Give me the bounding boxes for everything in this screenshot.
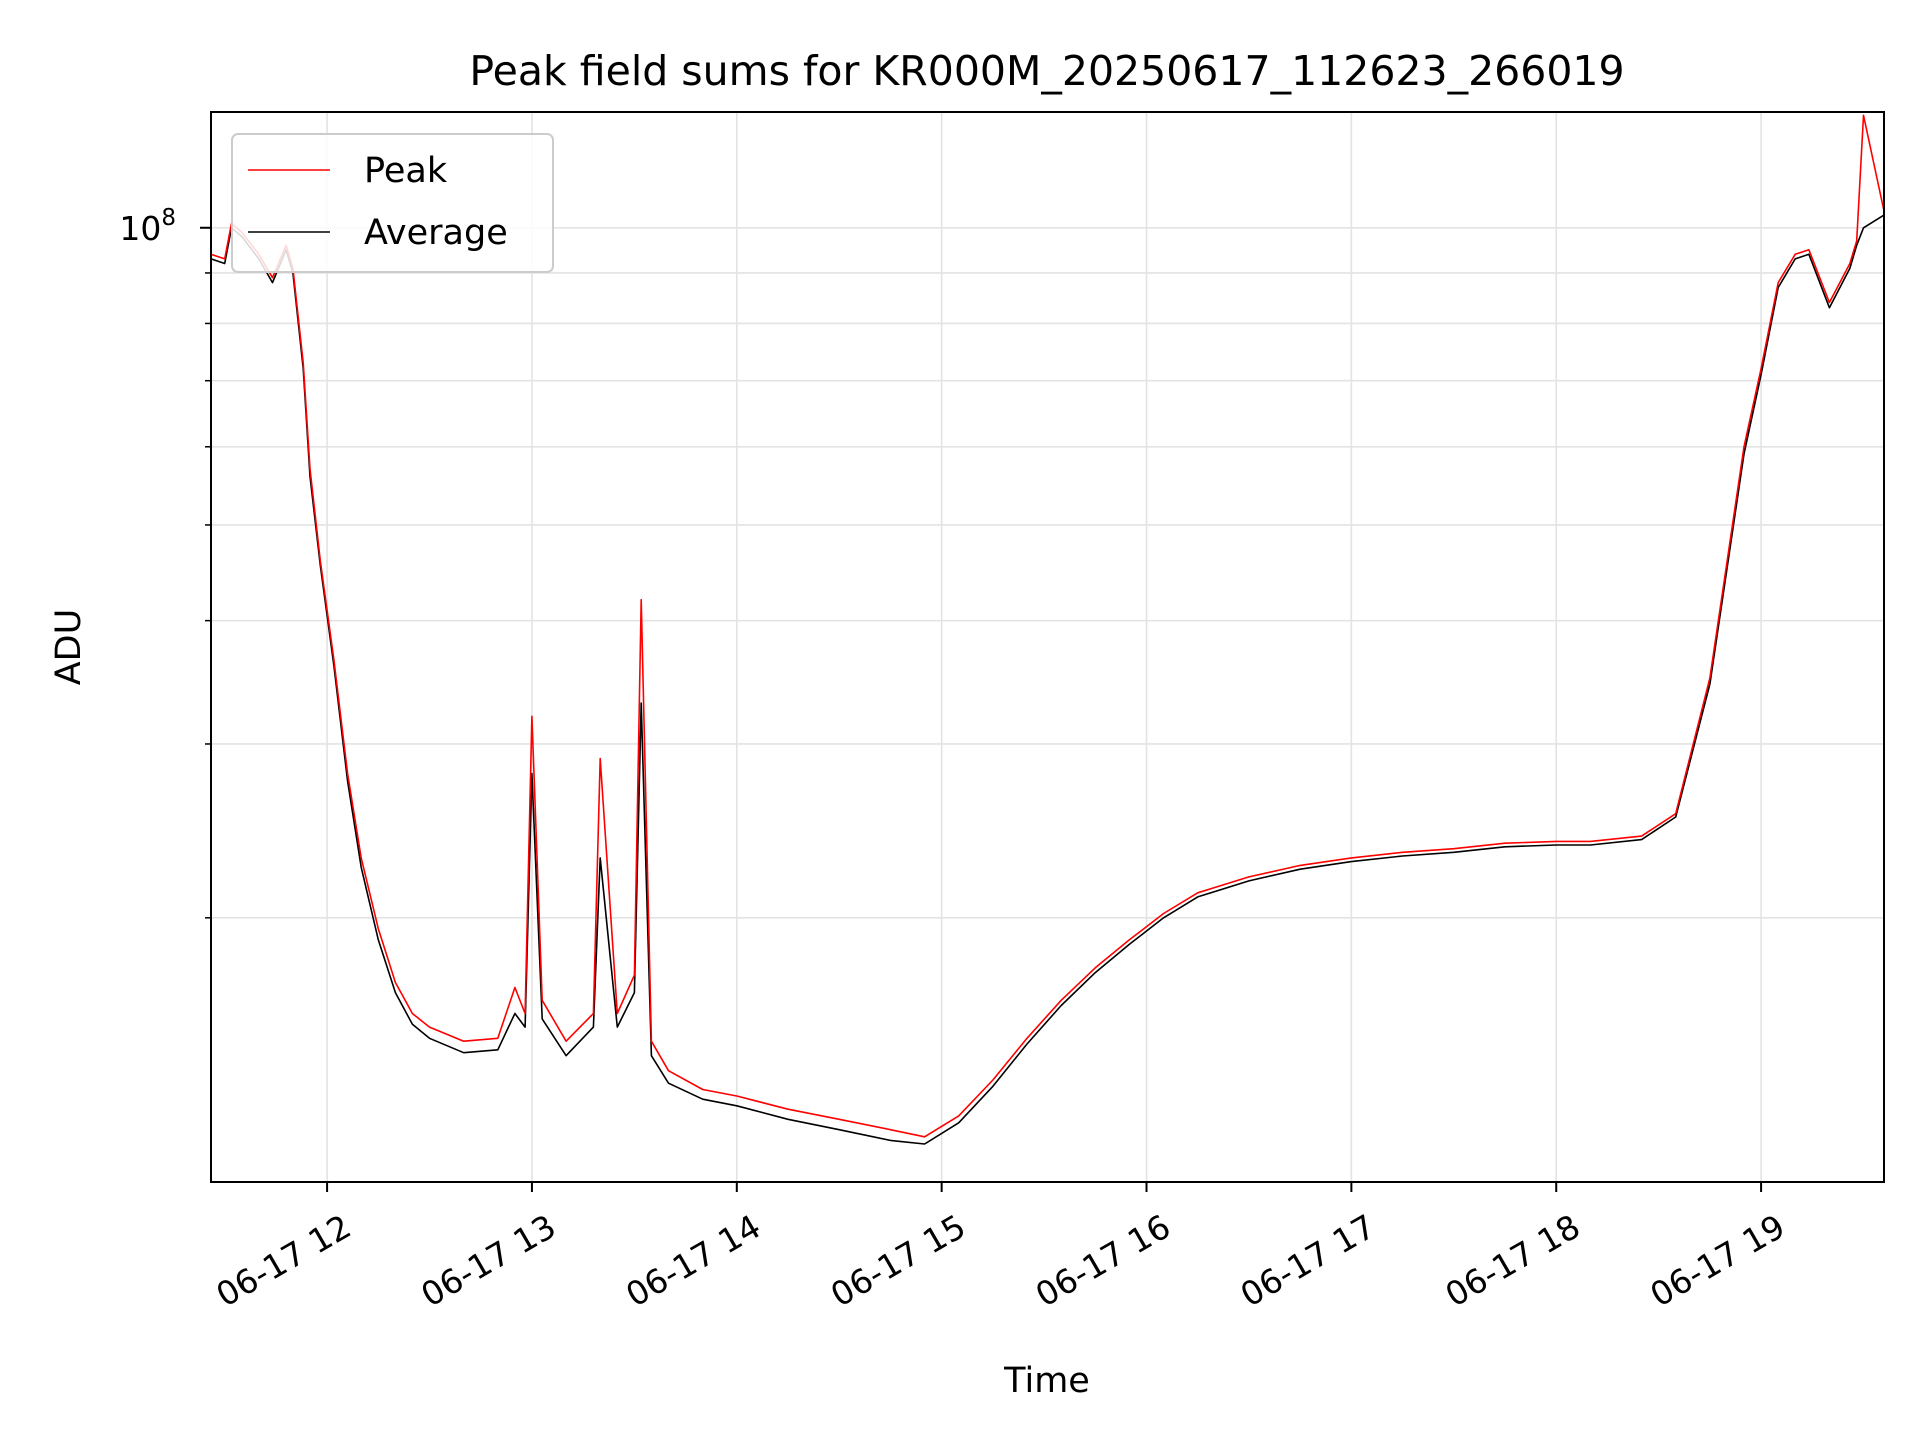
- legend-label-peak: Peak: [364, 151, 448, 191]
- legend: Peak Average: [231, 133, 554, 273]
- y-axis: 108: [119, 205, 211, 919]
- plot-area: [210, 111, 1885, 1183]
- y-tick-label-base: 10: [119, 209, 161, 248]
- y-tick-label: 108: [119, 205, 176, 248]
- series-layer: [210, 114, 1885, 1145]
- plot-frame: [210, 111, 1885, 1183]
- y-axis-label: ADU: [49, 609, 89, 686]
- y-tick-label-exponent: 8: [161, 205, 176, 231]
- legend-box: [231, 133, 554, 273]
- legend-label-average: Average: [364, 213, 508, 253]
- x-axis-label: Time: [1003, 1361, 1090, 1401]
- chart-title: Peak field sums for KR000M_20250617_1126…: [469, 47, 1624, 95]
- series-line-peak: [210, 114, 1885, 1138]
- grid: [211, 112, 1884, 1182]
